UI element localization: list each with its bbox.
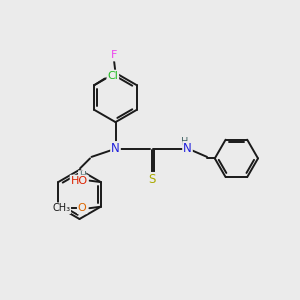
- Text: F: F: [111, 50, 117, 61]
- Text: N: N: [183, 142, 192, 155]
- Text: N: N: [111, 142, 120, 155]
- Text: O: O: [78, 203, 87, 213]
- Text: CH₃: CH₃: [52, 203, 70, 213]
- Text: O: O: [78, 176, 87, 186]
- Text: H: H: [79, 171, 86, 180]
- Text: H: H: [182, 137, 189, 147]
- Text: S: S: [148, 173, 155, 186]
- Text: HO: HO: [70, 176, 88, 186]
- Text: Cl: Cl: [107, 70, 118, 81]
